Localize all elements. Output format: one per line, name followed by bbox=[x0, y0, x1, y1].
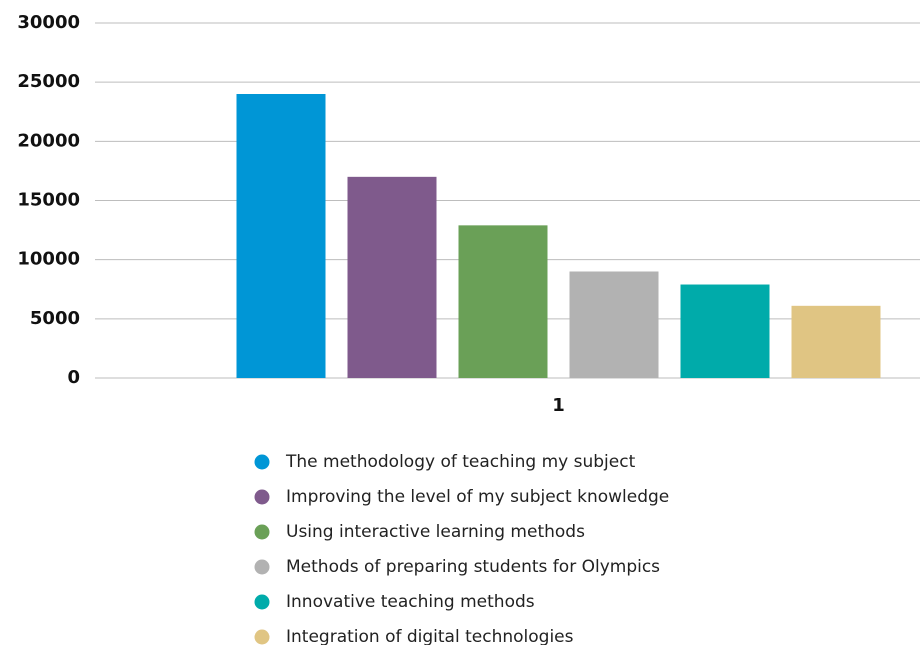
legend-label: Methods of preparing students for Olympi… bbox=[286, 557, 660, 577]
y-tick-label: 25000 bbox=[17, 71, 80, 92]
legend-swatch bbox=[254, 594, 270, 610]
bar bbox=[347, 176, 437, 378]
legend-swatch bbox=[254, 629, 270, 645]
legend-label: Integration of digital technologies bbox=[286, 627, 574, 645]
y-tick-label: 0 bbox=[67, 367, 80, 388]
bar bbox=[458, 225, 548, 378]
bar bbox=[236, 94, 326, 378]
legend-swatch bbox=[254, 489, 270, 505]
y-tick-label: 15000 bbox=[17, 190, 80, 211]
y-tick-label: 10000 bbox=[17, 249, 80, 270]
legend-label: The methodology of teaching my subject bbox=[285, 452, 636, 472]
legend-swatch bbox=[254, 454, 270, 470]
legend-label: Innovative teaching methods bbox=[286, 592, 535, 612]
y-tick-label: 5000 bbox=[30, 308, 80, 329]
legend-swatch bbox=[254, 559, 270, 575]
y-tick-label: 20000 bbox=[17, 130, 80, 151]
bar bbox=[791, 305, 881, 378]
y-tick-label: 30000 bbox=[17, 12, 80, 33]
x-tick-label: 1 bbox=[552, 395, 565, 416]
legend-label: Improving the level of my subject knowle… bbox=[286, 487, 669, 507]
legend-label: Using interactive learning methods bbox=[286, 522, 585, 542]
legend-swatch bbox=[254, 524, 270, 540]
bar bbox=[680, 284, 770, 378]
bar bbox=[569, 271, 659, 378]
